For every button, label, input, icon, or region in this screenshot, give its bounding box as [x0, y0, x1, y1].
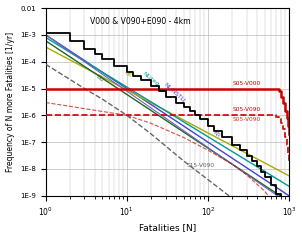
Y-axis label: Frequency of N more Fatalities [1/yr]: Frequency of N more Fatalities [1/yr]: [5, 32, 14, 172]
Text: KR: KR: [211, 130, 221, 139]
Text: NL/NSTLI: NL/NSTLI: [163, 82, 186, 103]
Text: S15-V090: S15-V090: [187, 163, 215, 168]
X-axis label: Fatalities [N]: Fatalities [N]: [139, 223, 196, 233]
Text: NL/reg.: NL/reg.: [141, 71, 161, 88]
Text: EU: EU: [95, 74, 104, 82]
Text: S05-V090: S05-V090: [232, 117, 261, 122]
Text: S05-V090: S05-V090: [232, 107, 261, 112]
Text: S05-V000: S05-V000: [232, 81, 261, 86]
Text: UK: UK: [123, 70, 133, 79]
Text: V000 & V090+E090 - 4km: V000 & V090+E090 - 4km: [89, 17, 190, 26]
